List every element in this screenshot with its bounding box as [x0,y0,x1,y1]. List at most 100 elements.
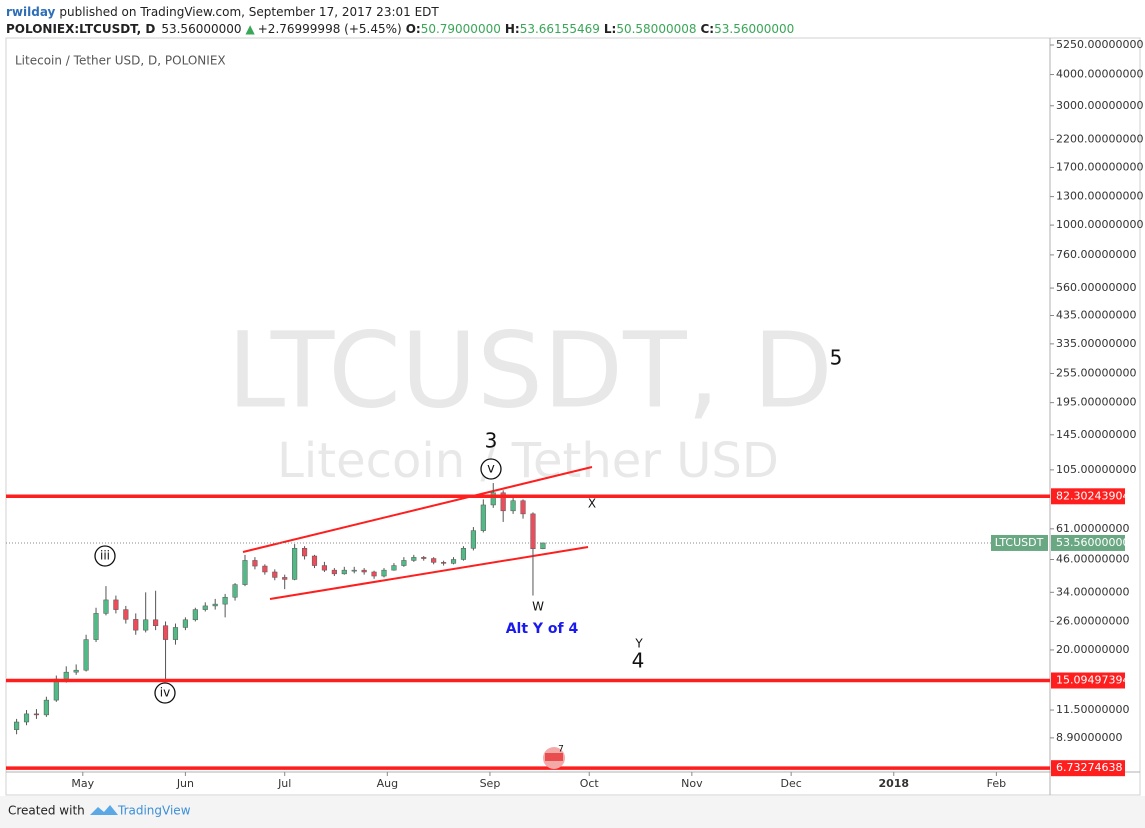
candle-body [262,565,268,573]
candle-body [33,713,40,716]
l: 50.58000008 [616,22,696,36]
y-tick-label: 145.00000000 [1056,428,1136,441]
y-tick-label: 1300.00000000 [1056,190,1143,203]
annotation: 4 [632,649,645,673]
o: 50.79000000 [421,22,501,36]
h: 53.66155469 [520,22,600,36]
y-tick-label: 105.00000000 [1056,463,1136,476]
candle-body [272,571,278,578]
candle-body [381,569,387,577]
candle-body [282,577,288,580]
y-tick-label: 1000.00000000 [1056,218,1143,231]
current-price-label: 53.56000000 [1056,536,1129,549]
y-tick-label: 8.90000000 [1056,731,1122,744]
logo [90,805,118,815]
candle-body [222,596,228,605]
footer-bar [0,796,1145,828]
trend-line [242,466,593,553]
candle-body [311,555,318,566]
last: 53.56000000 [161,22,241,36]
candle-body [192,609,198,621]
candle-body [14,721,20,730]
candle-body [302,548,308,557]
candle-body [520,500,526,515]
x-tick-label: 2018 [878,777,909,790]
annotation: 5 [830,346,843,370]
y-tick-label: 61.00000000 [1056,522,1129,535]
y-tick-label: 11.50000000 [1056,703,1129,716]
candle-body [331,569,337,575]
annotation: iv [160,686,170,700]
candle-body [63,671,69,680]
y-tick-label: 435.00000000 [1056,308,1136,321]
candle-body [441,562,447,564]
candle-body [500,492,506,512]
candle-body [232,584,238,598]
current-price-box [1051,534,1125,551]
current-name-box [991,534,1048,551]
arrow: ▲ [246,22,256,36]
candle-body [361,569,367,573]
x-tick-label: Nov [681,777,703,790]
y-tick-label: 760.00000000 [1056,248,1136,261]
annotation: Y [634,637,643,651]
annotation: Alt Y of 4 [506,621,579,637]
y-tick-label: 26.00000000 [1056,614,1129,627]
x-tick-label: Feb [987,777,1006,790]
y-tick-label: 1700.00000000 [1056,160,1143,173]
y-tick-label: 34.00000000 [1056,585,1129,598]
candle-body [401,560,407,566]
candle-body [123,609,129,620]
legend: Litecoin / Tether USD, D, POLONIEX [15,54,226,68]
l-label: L: [604,22,616,36]
candle-body [242,560,248,585]
x-tick-label: Aug [377,777,398,790]
c: 53.56000000 [714,22,794,36]
level-label: 82.30243904 [1056,489,1129,502]
y-tick-label: 20.00000000 [1056,643,1129,656]
y-tick-label: 5250.00000000 [1056,38,1143,51]
candle-body [431,558,437,563]
x-tick-label: Sep [480,777,501,790]
candle-body [530,513,536,549]
event-icon-flag [545,753,563,761]
x-tick-label: Jul [277,777,291,790]
c-label: C: [701,22,715,36]
annotation: W [532,600,544,614]
candle-body [83,639,89,671]
candle-body [411,557,417,561]
candle-body [43,699,49,716]
annotation-circle [94,545,116,567]
candle-body [480,504,486,531]
y-tick-label: 255.00000000 [1056,366,1136,379]
candle-body [182,619,188,628]
footer-created: Created with [8,804,85,818]
header-line-2: POLONIEX:LTCUSDT, D 53.56000000 ▲ +2.769999… [6,22,794,36]
level-label: 15.09497394 [1056,673,1129,686]
symbol: POLONIEX:LTCUSDT, D [6,22,155,36]
candle-body [490,492,496,506]
candle-body [172,627,179,640]
annotation: iii [100,549,110,563]
x-tick-label: Dec [781,777,802,790]
level-box [1051,760,1125,777]
annotation: X [588,497,596,511]
candle-body [133,619,139,631]
y-tick-label: 2200.00000000 [1056,132,1143,145]
candle-body [292,548,298,580]
y-tick-label: 46.00000000 [1056,552,1129,565]
level-label: 6.73274638 [1056,761,1122,774]
candle-body [113,599,119,610]
x-tick-label: Jun [176,777,194,790]
candle-body [371,571,377,577]
level-box [1051,672,1125,689]
x-tick-label: May [71,777,94,790]
candle-body [391,565,397,571]
candle-body [421,557,427,559]
published: published on TradingView.com, September … [59,5,439,19]
y-tick-label: 195.00000000 [1056,396,1136,409]
watermark-subtitle: Litecoin / Tether USD [277,433,779,489]
